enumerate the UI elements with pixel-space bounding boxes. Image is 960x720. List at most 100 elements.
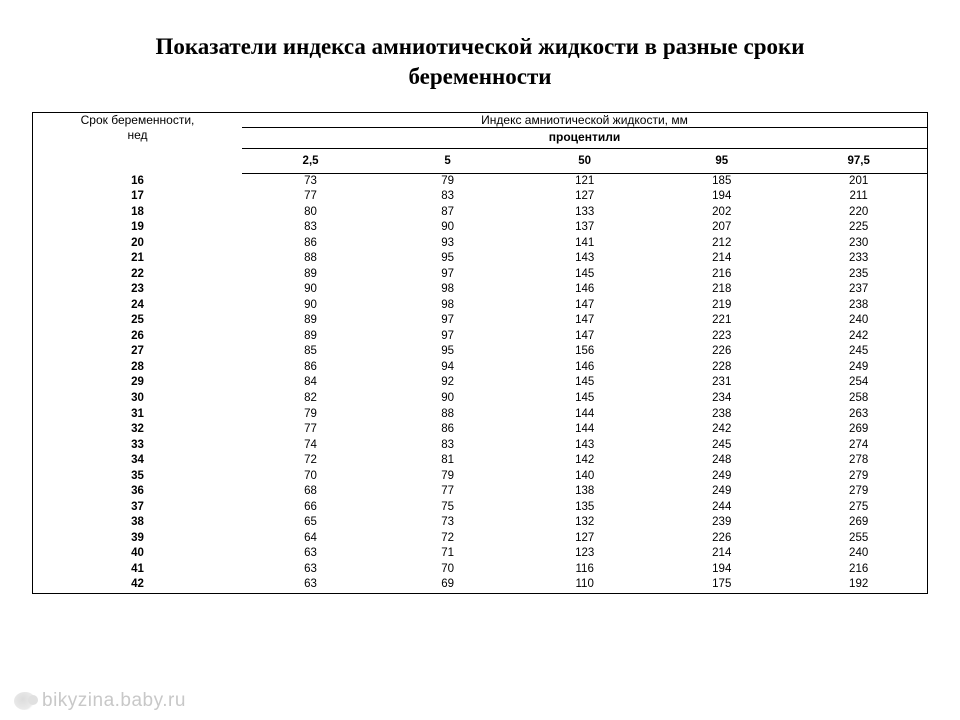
cell-value: 64 [242, 531, 379, 547]
cell-value: 90 [379, 391, 516, 407]
cell-value: 123 [516, 546, 653, 562]
cell-value: 230 [790, 236, 927, 252]
cell-value: 66 [242, 500, 379, 516]
cell-value: 63 [242, 546, 379, 562]
cell-value: 77 [242, 189, 379, 205]
cell-value: 65 [242, 515, 379, 531]
cell-week: 17 [33, 189, 243, 205]
table-row: 288694146228249 [33, 360, 928, 376]
cell-value: 146 [516, 360, 653, 376]
cell-week: 22 [33, 267, 243, 283]
cell-value: 79 [379, 173, 516, 189]
cell-week: 41 [33, 562, 243, 578]
cell-value: 248 [653, 453, 790, 469]
cell-week: 19 [33, 220, 243, 236]
cell-value: 98 [379, 298, 516, 314]
cell-value: 87 [379, 205, 516, 221]
cell-value: 221 [653, 313, 790, 329]
page-title: Показатели индекса амниотической жидкост… [100, 32, 860, 92]
cell-value: 240 [790, 313, 927, 329]
table-row: 406371123214240 [33, 546, 928, 562]
cell-value: 240 [790, 546, 927, 562]
cell-value: 147 [516, 313, 653, 329]
cell-value: 83 [242, 220, 379, 236]
cell-value: 63 [242, 562, 379, 578]
cell-value: 249 [790, 360, 927, 376]
table-row: 258997147221240 [33, 313, 928, 329]
cell-value: 226 [653, 531, 790, 547]
cell-value: 90 [379, 220, 516, 236]
cell-value: 279 [790, 484, 927, 500]
cell-week: 24 [33, 298, 243, 314]
cell-value: 90 [242, 298, 379, 314]
cell-value: 192 [790, 577, 927, 593]
cell-value: 194 [653, 189, 790, 205]
cell-value: 216 [653, 267, 790, 283]
cell-value: 145 [516, 391, 653, 407]
cell-value: 94 [379, 360, 516, 376]
cell-value: 97 [379, 267, 516, 283]
cell-value: 242 [653, 422, 790, 438]
cell-value: 121 [516, 173, 653, 189]
cell-value: 255 [790, 531, 927, 547]
cell-value: 77 [242, 422, 379, 438]
cell-week: 27 [33, 344, 243, 360]
cell-value: 83 [379, 189, 516, 205]
cell-value: 207 [653, 220, 790, 236]
cell-value: 278 [790, 453, 927, 469]
cell-value: 185 [653, 173, 790, 189]
cell-value: 279 [790, 469, 927, 485]
cell-week: 33 [33, 438, 243, 454]
cell-value: 223 [653, 329, 790, 345]
header-col-p25: 2,5 [242, 148, 379, 173]
cell-value: 156 [516, 344, 653, 360]
cell-value: 73 [379, 515, 516, 531]
table-row: 239098146218237 [33, 282, 928, 298]
cell-week: 25 [33, 313, 243, 329]
cell-value: 231 [653, 375, 790, 391]
cell-value: 86 [242, 236, 379, 252]
watermark: bikyzina.baby.ru [14, 690, 186, 712]
cell-week: 34 [33, 453, 243, 469]
cell-value: 238 [653, 407, 790, 423]
cell-value: 127 [516, 531, 653, 547]
header-col-p50: 50 [516, 148, 653, 173]
cell-value: 245 [790, 344, 927, 360]
cell-value: 138 [516, 484, 653, 500]
cell-value: 132 [516, 515, 653, 531]
table-row: 249098147219238 [33, 298, 928, 314]
cell-value: 133 [516, 205, 653, 221]
cell-value: 71 [379, 546, 516, 562]
afi-table: Срок беременности, нед Индекс амниотичес… [32, 112, 928, 594]
table-row: 357079140249279 [33, 469, 928, 485]
table-row: 376675135244275 [33, 500, 928, 516]
cell-value: 145 [516, 375, 653, 391]
cell-value: 235 [790, 267, 927, 283]
header-week-line1: Срок беременности, [81, 113, 195, 127]
cell-value: 97 [379, 313, 516, 329]
cell-value: 239 [653, 515, 790, 531]
cell-week: 37 [33, 500, 243, 516]
cell-week: 40 [33, 546, 243, 562]
cell-value: 70 [379, 562, 516, 578]
cell-value: 82 [242, 391, 379, 407]
table-row: 426369110175192 [33, 577, 928, 593]
table-row: 167379121185201 [33, 173, 928, 189]
table-row: 416370116194216 [33, 562, 928, 578]
cell-value: 219 [653, 298, 790, 314]
cell-week: 42 [33, 577, 243, 593]
table-row: 386573132239269 [33, 515, 928, 531]
cell-value: 69 [379, 577, 516, 593]
cell-value: 249 [653, 484, 790, 500]
cell-value: 212 [653, 236, 790, 252]
cell-value: 73 [242, 173, 379, 189]
cell-week: 36 [33, 484, 243, 500]
cell-value: 201 [790, 173, 927, 189]
page: Показатели индекса амниотической жидкост… [0, 0, 960, 720]
table-row: 317988144238263 [33, 407, 928, 423]
table-row: 308290145234258 [33, 391, 928, 407]
cell-value: 144 [516, 407, 653, 423]
cell-week: 28 [33, 360, 243, 376]
cell-value: 95 [379, 344, 516, 360]
cell-value: 211 [790, 189, 927, 205]
